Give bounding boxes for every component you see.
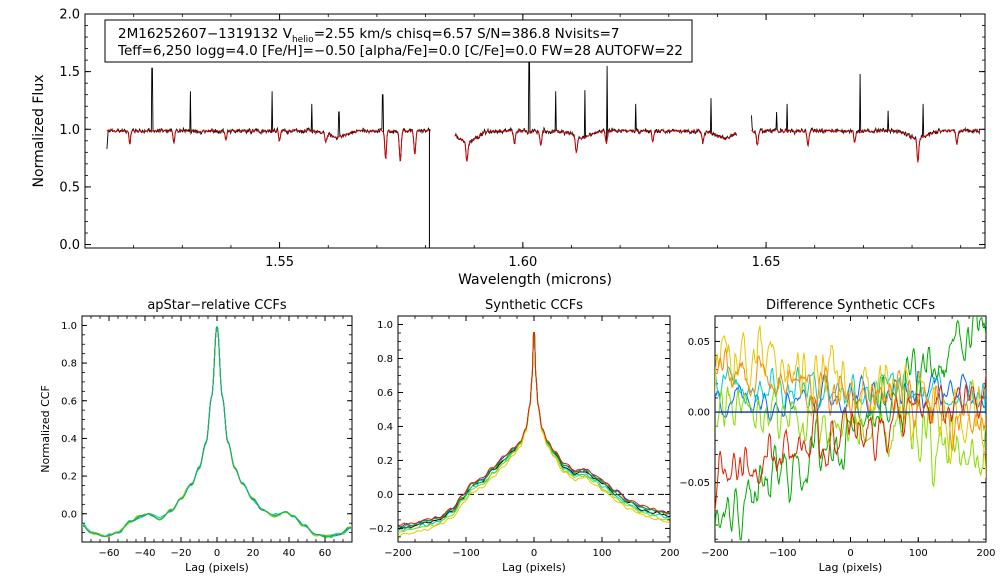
x-tick-label: 100 <box>592 548 611 559</box>
v-value: =2.55 km/s chisq=6.57 S/N=386.8 Nvisits=… <box>314 26 620 42</box>
x-tick-label: −200 <box>384 548 411 559</box>
series-group <box>398 332 670 537</box>
y-tick-label: 1.0 <box>59 123 80 138</box>
annotation-box <box>104 19 693 63</box>
panel-title: Synthetic CCFs <box>485 298 583 313</box>
x-tick-label: 0 <box>531 548 537 559</box>
x-axis-label: Lag (pixels) <box>819 561 883 574</box>
synthetic-ccf-panel: −200 −100 0 100 200 −0.2 0.0 0.2 0.4 0.6 0.8 1.0 Syn… <box>369 298 680 574</box>
x-tick-label: 1.65 <box>752 255 781 270</box>
difference-ccf-panel: −200 −100 0 100 200 −0.05 0.00 0.05 Difference S… <box>679 298 995 574</box>
ccf-series-line <box>82 326 352 538</box>
x-tick-label: 200 <box>660 548 679 559</box>
x-axis-label: Lag (pixels) <box>185 561 249 574</box>
x-tick-label: −200 <box>701 548 728 559</box>
star-id: 2M16252607−1319132 <box>118 26 283 42</box>
y-tick-label: 0.5 <box>59 180 80 195</box>
x-tick-label: 1.55 <box>265 255 294 270</box>
x-tick-label: 1.60 <box>508 255 537 270</box>
plot-frame <box>714 315 987 543</box>
y-tick-label: 1.5 <box>59 65 80 80</box>
x-tick-label: 40 <box>283 548 296 559</box>
x-tick-label: 100 <box>909 548 928 559</box>
ccf-series-line <box>715 373 986 512</box>
ccf-series-line <box>82 326 352 537</box>
apstar-ccf-panel: −60 −40 −20 0 20 40 60 0.0 0.2 0.4 0.6 0.8 1.0 apStar… <box>39 298 353 574</box>
ccf-series-line <box>82 326 352 538</box>
y-tick-label: 0.4 <box>61 434 77 445</box>
ccf-series-line <box>398 332 670 528</box>
y-tick-label: 1.0 <box>61 321 77 332</box>
series-group <box>715 316 986 541</box>
plot-frame <box>84 13 986 249</box>
x-axis-label: Lag (pixels) <box>502 561 566 574</box>
x-axis-label: Wavelength (microns) <box>458 272 612 288</box>
observed-spectrum-line <box>106 67 431 162</box>
y-tick-label: 1.0 <box>377 320 393 331</box>
plot-frame <box>81 315 353 543</box>
observed-spectrum-line <box>751 73 981 162</box>
ccf-series-line <box>82 326 352 537</box>
ccf-series-line <box>398 332 670 528</box>
v-label: V <box>283 26 293 42</box>
annotation-line-2: Teff=6,250 logg=4.0 [Fe/H]=−0.50 [alpha/… <box>117 43 683 59</box>
x-tick-label: −40 <box>134 548 155 559</box>
x-tick-label: 0 <box>847 548 853 559</box>
y-tick-label: 0.6 <box>61 396 77 407</box>
x-tick-label: −20 <box>170 548 191 559</box>
x-tick-label: −100 <box>769 548 796 559</box>
y-axis-label: Normalized Flux <box>31 75 47 188</box>
x-tick-label: 200 <box>976 548 995 559</box>
model-spectrum-line <box>454 128 738 162</box>
y-tick-label: 0.2 <box>61 472 77 483</box>
y-tick-label: −0.05 <box>679 478 710 489</box>
plot-frame <box>397 315 671 543</box>
annotation-line-1: 2M16252607−1319132 Vhelio=2.55 km/s chis… <box>118 26 620 45</box>
y-tick-label: 0.8 <box>61 359 77 370</box>
ccf-series-line <box>398 332 670 529</box>
x-tick-label: −100 <box>452 548 479 559</box>
y-tick-label: 0.0 <box>377 490 393 501</box>
ccf-series-line <box>715 325 986 478</box>
x-tick-label: −60 <box>98 548 119 559</box>
v-subscript: helio <box>292 35 314 45</box>
y-tick-label: 0.00 <box>688 408 710 419</box>
x-tick-label: 0 <box>214 548 220 559</box>
observed-spectrum-line <box>454 56 738 162</box>
spectrum-panel: 1.55 1.60 1.65 0.0 0.5 1.0 1.5 2.0 Wavelength (m… <box>31 8 986 288</box>
y-tick-label: 0.4 <box>377 422 393 433</box>
x-tick-label: 60 <box>319 548 332 559</box>
model-spectrum-line <box>751 128 981 163</box>
y-tick-label: −0.2 <box>369 524 393 535</box>
ccf-series-line <box>82 326 352 538</box>
ccf-series-line <box>82 326 352 538</box>
y-tick-label: 0.2 <box>377 456 393 467</box>
y-tick-label: 0.0 <box>61 509 77 520</box>
y-axis-label: Normalized CCF <box>39 385 52 473</box>
y-tick-label: 0.6 <box>377 388 393 399</box>
series-group <box>82 326 352 538</box>
panel-title: apStar−relative CCFs <box>147 298 287 313</box>
y-tick-label: 2.0 <box>59 8 80 23</box>
y-tick-label: 0.8 <box>377 354 393 365</box>
model-spectrum-line <box>106 128 431 162</box>
ccf-series-line <box>82 326 352 537</box>
x-tick-label: 20 <box>247 548 260 559</box>
y-tick-label: 0.0 <box>59 238 80 253</box>
panel-title: Difference Synthetic CCFs <box>766 298 935 313</box>
y-tick-label: 0.05 <box>688 337 710 348</box>
